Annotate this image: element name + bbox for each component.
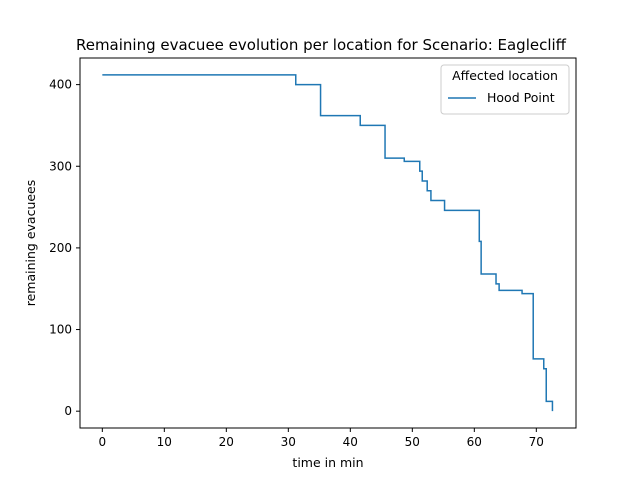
y-tick-label: 400 bbox=[49, 78, 72, 92]
legend-label-hood-point: Hood Point bbox=[487, 90, 555, 105]
x-tick-label: 40 bbox=[343, 435, 358, 449]
legend: Affected location Hood Point bbox=[440, 64, 570, 115]
x-axis: 0 10 20 30 40 50 60 70 bbox=[98, 428, 544, 449]
y-tick-label: 200 bbox=[49, 241, 72, 255]
x-tick-label: 20 bbox=[219, 435, 234, 449]
axes-frame bbox=[79, 57, 577, 429]
x-tick-label: 0 bbox=[98, 435, 106, 449]
y-tick-label: 0 bbox=[64, 404, 72, 418]
y-tick-label: 100 bbox=[49, 323, 72, 337]
series-line-hood-point bbox=[102, 74, 554, 412]
legend-title: Affected location bbox=[452, 68, 558, 83]
y-axis-label: remaining evacuees bbox=[23, 180, 38, 307]
legend-box bbox=[440, 64, 570, 115]
y-axis: 0 100 200 300 400 bbox=[49, 78, 80, 418]
x-tick-label: 60 bbox=[467, 435, 482, 449]
x-axis-label: time in min bbox=[292, 455, 363, 470]
x-tick-label: 10 bbox=[157, 435, 172, 449]
x-tick-label: 50 bbox=[405, 435, 420, 449]
plot-area bbox=[102, 74, 554, 412]
chart-title: Remaining evacuee evolution per location… bbox=[76, 36, 567, 54]
x-tick-label: 30 bbox=[281, 435, 296, 449]
y-tick-label: 300 bbox=[49, 159, 72, 173]
x-tick-label: 70 bbox=[529, 435, 544, 449]
